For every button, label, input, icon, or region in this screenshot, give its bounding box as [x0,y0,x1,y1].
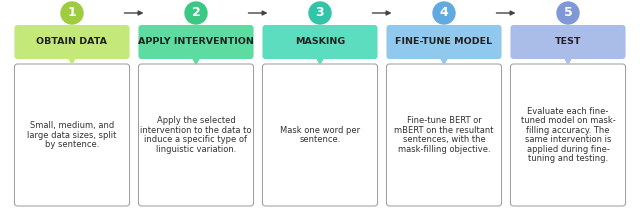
Text: applied during fine-: applied during fine- [527,145,609,154]
Text: same intervention is: same intervention is [525,135,611,144]
FancyBboxPatch shape [387,25,502,59]
Text: induce a specific type of: induce a specific type of [145,135,248,144]
Text: filling accuracy. The: filling accuracy. The [526,126,610,135]
Circle shape [185,2,207,24]
Text: linguistic variation.: linguistic variation. [156,145,236,154]
Text: 4: 4 [440,6,449,19]
FancyBboxPatch shape [15,25,129,59]
Text: TEST: TEST [555,37,581,46]
FancyBboxPatch shape [138,64,253,206]
Text: mask-filling objective.: mask-filling objective. [397,145,490,154]
Text: Fine-tune BERT or: Fine-tune BERT or [406,116,481,125]
Text: mBERT on the resultant: mBERT on the resultant [394,126,493,135]
Text: Small, medium, and: Small, medium, and [30,121,114,130]
FancyBboxPatch shape [138,25,253,59]
Text: large data sizes, split: large data sizes, split [28,130,116,139]
Text: sentences, with the: sentences, with the [403,135,485,144]
Polygon shape [316,56,324,64]
FancyBboxPatch shape [387,64,502,206]
Polygon shape [563,56,573,64]
Polygon shape [440,56,449,64]
Text: tuning and testing.: tuning and testing. [528,154,608,163]
Text: 1: 1 [68,6,76,19]
Text: FINE-TUNE MODEL: FINE-TUNE MODEL [396,37,493,46]
FancyBboxPatch shape [262,25,378,59]
Text: by sentence.: by sentence. [45,140,99,149]
Polygon shape [191,56,200,64]
FancyBboxPatch shape [511,64,625,206]
Text: 2: 2 [191,6,200,19]
Text: tuned model on mask-: tuned model on mask- [520,116,616,125]
Text: Mask one word per: Mask one word per [280,126,360,135]
Circle shape [61,2,83,24]
Text: 3: 3 [316,6,324,19]
Circle shape [309,2,331,24]
FancyBboxPatch shape [511,25,625,59]
FancyBboxPatch shape [15,64,129,206]
Text: intervention to the data to: intervention to the data to [140,126,252,135]
FancyBboxPatch shape [262,64,378,206]
Polygon shape [67,56,77,64]
Text: Apply the selected: Apply the selected [157,116,236,125]
Circle shape [557,2,579,24]
Circle shape [433,2,455,24]
Text: sentence.: sentence. [300,135,340,144]
Text: OBTAIN DATA: OBTAIN DATA [36,37,108,46]
Text: APPLY INTERVENTION: APPLY INTERVENTION [138,37,254,46]
Text: Evaluate each fine-: Evaluate each fine- [527,107,609,116]
Text: MASKING: MASKING [295,37,345,46]
Text: 5: 5 [564,6,572,19]
